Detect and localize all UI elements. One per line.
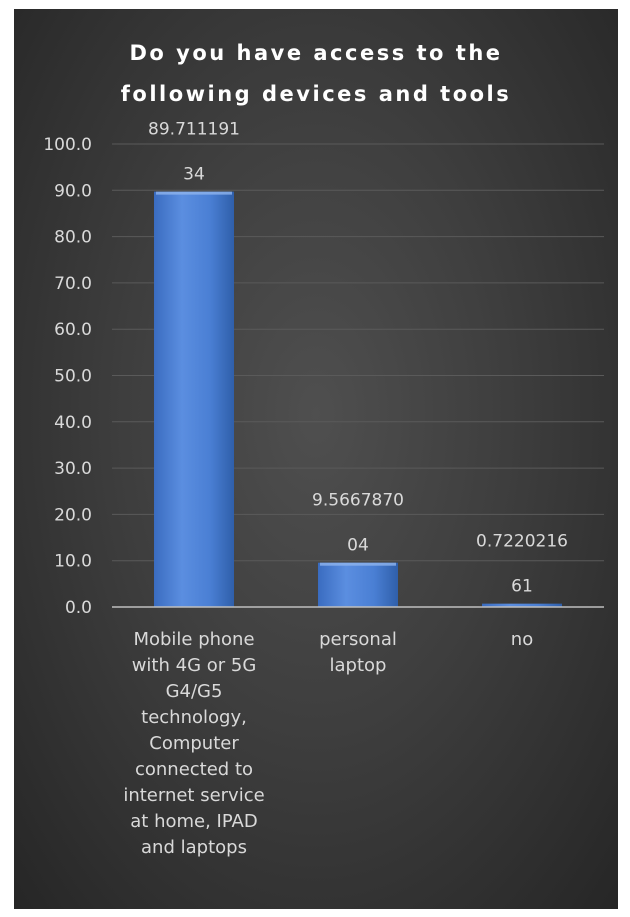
y-axis-tick-labels: 0.0 10.0 20.0 30.0 40.0 50.0 60.0 70.0 80.0 90.0 1… [43,135,92,618]
y-tick-label: 40.0 [54,413,92,433]
y-tick-label: 80.0 [54,228,92,248]
x-category-label-line: internet service [123,785,265,806]
x-category-label-line: Computer [149,733,239,754]
x-category-label: Mobile phone with 4G or 5G G4/G5 technology… [112,627,276,861]
bars [154,191,562,607]
x-category-label-line: Mobile phone [133,629,255,650]
x-category-label-line: personal [319,629,397,650]
data-label: 89.711191 [148,120,240,140]
x-category-label: no [440,627,604,653]
x-category-label-line: and laptops [141,837,247,858]
data-label: 04 [347,536,369,556]
y-tick-label: 70.0 [54,274,92,294]
data-labels: 89.711191 34 9.5667870 04 0.7220216 61 [148,120,568,597]
y-tick-label: 100.0 [43,135,92,155]
y-tick-label: 90.0 [54,181,92,201]
chart-area: Do you have access to the following devi… [14,9,618,909]
bar [154,191,234,607]
x-category-label-line: with 4G or 5G [131,655,257,676]
data-label: 0.7220216 [476,532,568,552]
x-category-label-line: no [510,629,534,650]
plot-area: 0.0 10.0 20.0 30.0 40.0 50.0 60.0 70.0 80.0 90.0 1… [43,120,604,618]
x-category-label-line: technology, [141,707,247,728]
y-tick-label: 50.0 [54,367,92,387]
bar [482,603,562,607]
chart-title: Do you have access to the following devi… [14,33,618,115]
data-label: 61 [511,577,533,597]
bar-highlight [320,562,396,566]
y-tick-label: 0.0 [65,598,92,618]
data-label: 34 [183,165,205,185]
y-tick-label: 20.0 [54,505,92,525]
data-label: 9.5667870 [312,491,404,511]
x-category-label-line: laptop [329,655,387,676]
chart-title-line-2: following devices and tools [120,82,512,106]
bar-highlight [156,191,232,195]
x-category-label-line: connected to [134,759,254,780]
y-tick-label: 60.0 [54,320,92,340]
chart-title-line-1: Do you have access to the [129,41,503,65]
y-tick-label: 10.0 [54,552,92,572]
bar [318,562,398,607]
x-category-label: personal laptop [276,627,440,679]
y-tick-label: 30.0 [54,459,92,479]
x-category-label-line: G4/G5 [165,681,223,702]
x-category-label-line: at home, IPAD [130,811,258,832]
